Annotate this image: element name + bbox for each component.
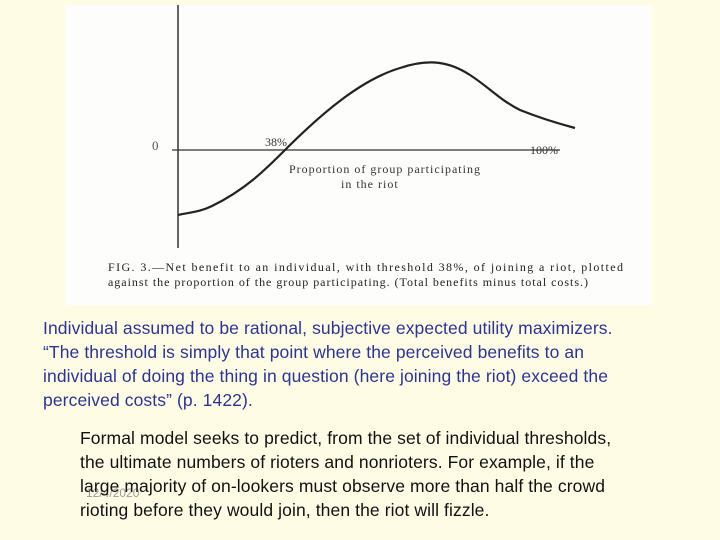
text-line: the ultimate numbers of rioters and nonr…	[80, 452, 595, 472]
date: 12/4/2020	[86, 486, 140, 500]
threshold-label: 38%	[265, 135, 287, 149]
benefit-curve	[177, 61, 576, 217]
caption: against the proportion of the group part…	[108, 275, 588, 289]
end-label: 100%	[530, 143, 558, 157]
axis-label: Proportion of group participating	[289, 162, 481, 176]
text-line: Individual assumed to be rational, subje…	[43, 318, 613, 338]
caption: FIG. 3.—Net benefit to an individual, wi…	[108, 260, 623, 274]
text-line: rioting before they would join, then the…	[80, 500, 490, 520]
text-line: individual of doing the thing in questio…	[43, 366, 609, 386]
text-line: perceived costs” (p. 1422).	[43, 390, 253, 410]
axis-label: in the riot	[341, 177, 399, 191]
text-line: large majority of on-lookers must observ…	[80, 476, 606, 496]
text-line: Formal model seeks to predict, from the …	[80, 428, 612, 448]
figure: 0 38% 100% Proportion of group participa…	[65, 5, 652, 305]
origin-label: 0	[152, 138, 159, 153]
text-line: “The threshold is simply that point wher…	[43, 342, 585, 362]
